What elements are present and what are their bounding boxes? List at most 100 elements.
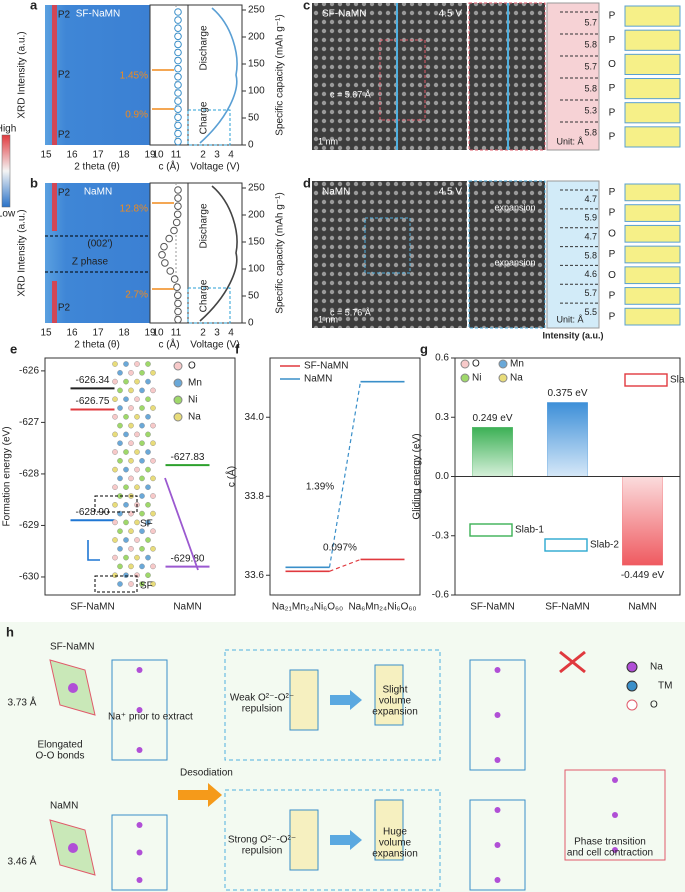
atom [134,466,140,473]
x-tick-label: 16 [66,328,78,339]
legend-atom [173,361,183,371]
spacing-label: c = 5.67 Å [330,89,371,99]
x-tick-label: 18 [118,328,130,339]
atom [145,431,151,438]
layer [374,664,404,726]
profile [546,2,600,151]
legend-atom [498,373,508,383]
scale-label: 1 nm [318,136,338,146]
atom [112,413,118,420]
atom [117,369,123,376]
atom [128,440,134,447]
atom [112,484,118,491]
cap-axis-title: Specific capacity (mAh g⁻¹) [275,14,286,135]
panel-title: NaMN [84,187,112,198]
atom [128,475,134,482]
panel-h-background [0,622,685,892]
c-point [174,16,182,24]
layer [289,809,319,871]
x-tick-label: Na₂₁Mn₂₄Ni₆O₆₀ [272,602,343,613]
v-axis-title: Voltage (V) [190,340,239,351]
y-axis-title: c (Å) [225,466,238,487]
diagram-label: SF-NaMN [50,642,94,653]
process-label: Discharge [199,25,210,70]
layer [289,669,319,731]
bar [547,402,588,477]
x-tick-label: 19 [144,328,156,339]
atom [128,422,134,429]
layer-block [624,102,681,124]
value-label: 0.249 eV [472,413,512,424]
panel-title: SF-NaMN [322,9,366,20]
annotation: SF [140,581,153,592]
diagram-label: Phase transition [574,837,646,848]
cap-tick-label: 250 [248,183,265,194]
slab-box [469,523,513,537]
cell [111,814,168,891]
legend-label: O [650,700,658,711]
diagram-label: 3.46 Å [8,855,37,868]
xrd-peak [52,183,57,231]
legend-label: Na [188,412,201,423]
ion [612,777,618,783]
panel-title: NaMN [322,187,350,198]
ion [494,712,501,718]
diagram-label: repulsion [242,846,283,857]
atom [123,378,129,385]
distance-label: 5.5 [584,307,597,317]
c-axis-title: c (Å) [158,338,179,351]
stacking-label: P [609,35,616,46]
plot-frame [269,357,421,596]
atom [112,519,118,526]
legend-atom [173,412,183,422]
atom [112,396,118,403]
layer [374,799,404,861]
diagram-label: Slight [382,685,407,696]
atom [134,378,140,385]
atom [150,546,156,552]
distance-label: 4.7 [584,232,597,242]
plot-frame [44,357,236,596]
c-point [174,97,182,105]
stacking-label: O [608,270,616,281]
atom [139,510,145,517]
stacking-label: P [609,291,616,302]
c-tick-label: 11 [171,328,182,339]
c-point [174,89,182,97]
c-point [174,32,182,41]
atom [145,501,151,508]
ion [494,877,501,883]
phase-label: P2 [58,10,71,21]
legend-label: Na [510,373,523,384]
atom [139,546,145,552]
c-point [170,275,179,283]
panel-label: f [235,341,240,356]
atom [128,405,134,411]
atom [128,581,134,587]
atom [134,361,140,367]
c-strip [149,182,189,324]
atom [139,475,145,482]
legend-label: Na [650,662,663,673]
note: expansion [494,202,535,212]
cap-axis-title: Specific capacity (mAh g⁻¹) [275,192,286,313]
x-tick-label: SF-NaMN [470,602,514,613]
atom [145,378,151,385]
v-tick-label: 3 [214,150,220,161]
diagram-label: Huge [383,827,407,838]
legend-atom [173,378,183,388]
stacking-label: P [609,208,616,219]
c-point [174,40,182,49]
atom [117,528,123,535]
atom [123,466,129,473]
x-tick-label: SF-NaMN [70,602,114,613]
c-point [174,202,182,210]
y-tick-label: 0.6 [435,353,449,364]
atom [150,387,156,394]
voltage-curve [199,185,238,322]
atom [134,484,140,491]
y-tick-label: -626 [19,366,39,377]
atom [112,449,118,455]
c-point [173,283,181,292]
x-tick-label: Na₆Mn₂₄Ni₆O₆₀ [348,602,416,613]
